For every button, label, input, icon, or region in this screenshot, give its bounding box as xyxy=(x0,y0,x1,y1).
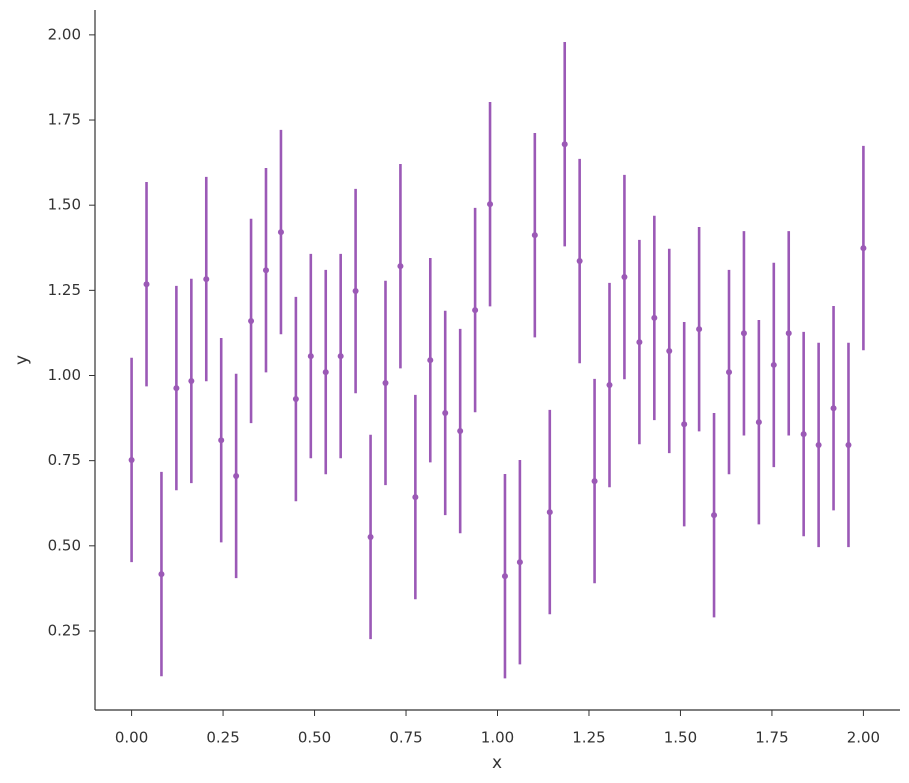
x-axis-label: x xyxy=(492,753,502,773)
point xyxy=(173,385,180,392)
point xyxy=(561,141,568,148)
point xyxy=(158,571,165,578)
point xyxy=(591,478,598,485)
point xyxy=(248,317,255,324)
point xyxy=(337,353,344,360)
y-tick-label: 0.25 xyxy=(48,621,81,639)
point xyxy=(352,288,359,295)
point xyxy=(233,472,240,479)
x-tick-label: 0.75 xyxy=(389,729,422,747)
x-tick-label: 0.00 xyxy=(115,729,148,747)
point xyxy=(427,357,434,364)
point xyxy=(711,512,718,519)
point xyxy=(800,431,807,438)
point xyxy=(830,405,837,412)
point xyxy=(740,330,747,337)
point xyxy=(501,573,508,580)
point xyxy=(860,245,867,252)
x-tick-label: 0.50 xyxy=(298,729,331,747)
point xyxy=(292,396,299,403)
y-tick-label: 1.75 xyxy=(48,111,81,129)
point xyxy=(696,326,703,333)
y-tick-label: 1.50 xyxy=(48,196,81,214)
point xyxy=(770,361,777,368)
point xyxy=(755,419,762,426)
point xyxy=(726,369,733,376)
point xyxy=(845,441,852,448)
point xyxy=(397,263,404,270)
point xyxy=(218,437,225,444)
point xyxy=(487,201,494,208)
point xyxy=(442,409,449,416)
point xyxy=(382,379,389,386)
point xyxy=(815,441,822,448)
point xyxy=(621,274,628,281)
point xyxy=(322,369,329,376)
y-axis-label: y xyxy=(12,355,32,365)
x-tick-label: 1.25 xyxy=(572,729,605,747)
y-tick-label: 1.00 xyxy=(48,366,81,384)
point xyxy=(681,421,688,428)
x-tick-label: 0.25 xyxy=(206,729,239,747)
point xyxy=(785,330,792,337)
y-tick-label: 0.75 xyxy=(48,451,81,469)
point xyxy=(651,314,658,321)
point xyxy=(128,456,135,463)
point xyxy=(636,339,643,346)
y-tick-label: 0.50 xyxy=(48,536,81,554)
x-tick-label: 1.75 xyxy=(755,729,788,747)
point xyxy=(531,232,538,239)
point xyxy=(367,533,374,540)
x-tick-label: 1.50 xyxy=(664,729,697,747)
point xyxy=(457,428,464,435)
y-tick-label: 2.00 xyxy=(48,25,81,43)
point xyxy=(412,494,419,501)
point xyxy=(277,229,284,236)
point xyxy=(576,258,583,265)
point xyxy=(606,382,613,389)
point xyxy=(203,276,210,283)
point xyxy=(188,377,195,384)
x-tick-label: 2.00 xyxy=(847,729,880,747)
point xyxy=(546,509,553,516)
point xyxy=(262,267,269,274)
y-tick-label: 1.25 xyxy=(48,281,81,299)
x-tick-label: 1.00 xyxy=(481,729,514,747)
point xyxy=(307,353,314,360)
point xyxy=(472,307,479,314)
point xyxy=(143,281,150,288)
point xyxy=(516,559,523,566)
point xyxy=(666,347,673,354)
